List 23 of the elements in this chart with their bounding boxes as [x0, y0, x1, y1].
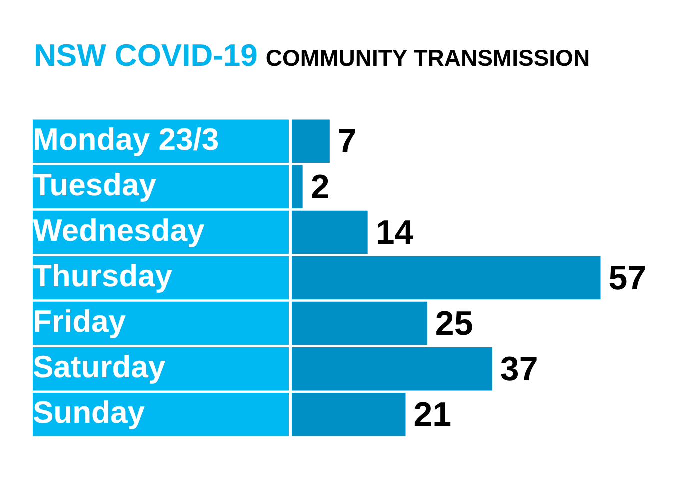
bar: [292, 210, 368, 254]
bar: [292, 347, 492, 391]
y-tick-label: Tuesday: [33, 167, 158, 202]
data-label: 37: [500, 350, 538, 388]
data-label: 7: [338, 122, 357, 161]
y-tick-label: Wednesday: [33, 213, 206, 248]
y-tick-label: Saturday: [33, 350, 166, 385]
data-label: 14: [376, 214, 414, 252]
bar: [292, 302, 428, 346]
y-tick-label: Friday: [33, 304, 127, 340]
chart-title: NSW COVID-19: [34, 38, 258, 73]
y-tick-label: Sunday: [33, 395, 146, 430]
bar: [292, 256, 601, 300]
data-label: 21: [414, 396, 452, 434]
data-label: 25: [435, 304, 474, 343]
y-tick-label: Thursday: [33, 258, 174, 294]
chart-subtitle: COMMUNITY TRANSMISSION: [266, 45, 590, 71]
data-label: 57: [608, 259, 647, 298]
bar: [292, 392, 406, 436]
data-label: 2: [310, 168, 330, 206]
y-tick-label: Monday 23/3: [33, 122, 220, 157]
bar: [292, 165, 303, 209]
bar: [292, 120, 330, 164]
